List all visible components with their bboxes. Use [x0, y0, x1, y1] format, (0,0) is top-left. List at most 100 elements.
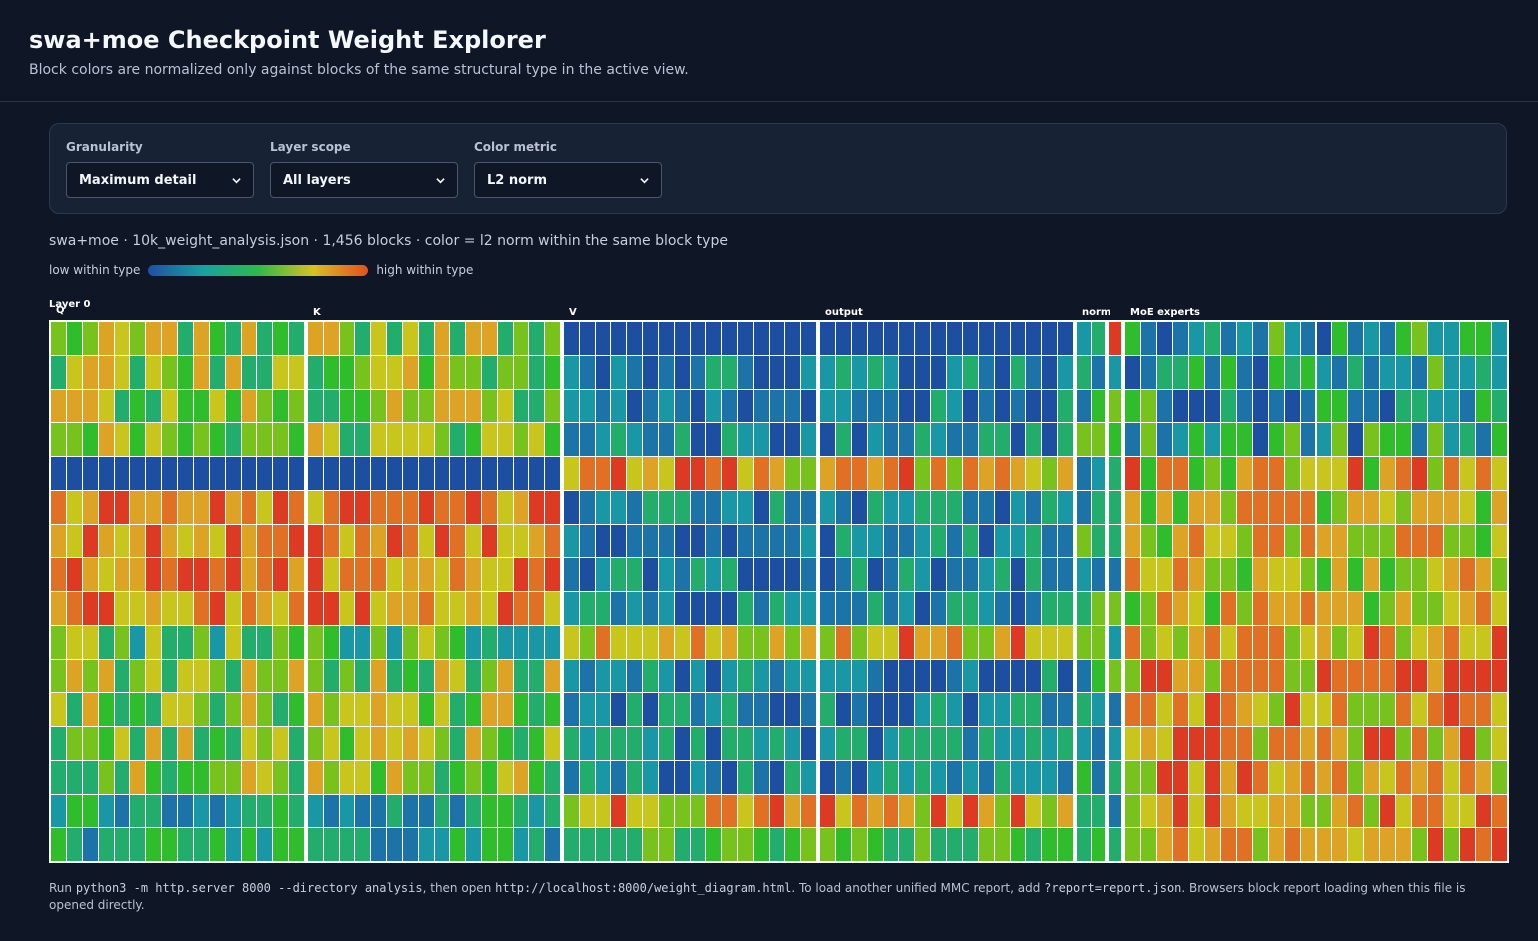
heatmap-block[interactable]: [529, 457, 545, 490]
heatmap-block[interactable]: [1077, 828, 1091, 861]
heatmap-block[interactable]: [146, 355, 162, 389]
heatmap-block[interactable]: [98, 794, 114, 828]
heatmap-block[interactable]: [947, 322, 962, 355]
heatmap-block[interactable]: [387, 659, 402, 693]
heatmap-block[interactable]: [371, 592, 387, 625]
heatmap-block[interactable]: [931, 828, 946, 861]
heatmap-block[interactable]: [1109, 625, 1121, 659]
heatmap-block[interactable]: [130, 558, 146, 591]
heatmap-block[interactable]: [1444, 490, 1460, 524]
heatmap-block[interactable]: [1284, 423, 1300, 456]
heatmap-block[interactable]: [209, 355, 225, 389]
heatmap-block[interactable]: [994, 760, 1010, 794]
heatmap-block[interactable]: [1042, 355, 1058, 389]
heatmap-block[interactable]: [513, 490, 529, 524]
heatmap-block[interactable]: [497, 490, 513, 524]
heatmap-block[interactable]: [1091, 389, 1105, 423]
heatmap-block[interactable]: [883, 760, 899, 794]
heatmap-block[interactable]: [418, 423, 434, 456]
heatmap-block[interactable]: [785, 490, 801, 524]
heatmap-block[interactable]: [1460, 490, 1476, 524]
heatmap-block[interactable]: [690, 828, 706, 861]
heatmap-block[interactable]: [273, 389, 289, 423]
heatmap-block[interactable]: [387, 828, 402, 861]
heatmap-block[interactable]: [1428, 727, 1444, 760]
heatmap-block[interactable]: [481, 794, 497, 828]
heatmap-block[interactable]: [1204, 659, 1220, 693]
heatmap-block[interactable]: [209, 322, 225, 355]
heatmap-block[interactable]: [1412, 794, 1428, 828]
heatmap-block[interactable]: [706, 592, 722, 625]
heatmap-block[interactable]: [308, 389, 323, 423]
heatmap-block[interactable]: [947, 457, 962, 490]
heatmap-block[interactable]: [1492, 322, 1507, 355]
heatmap-block[interactable]: [1476, 625, 1492, 659]
heatmap-block[interactable]: [690, 322, 706, 355]
heatmap-block[interactable]: [450, 355, 466, 389]
heatmap-block[interactable]: [947, 625, 962, 659]
heatmap-block[interactable]: [674, 592, 690, 625]
heatmap-block[interactable]: [1010, 659, 1026, 693]
heatmap-block[interactable]: [1125, 727, 1140, 760]
heatmap-block[interactable]: [1188, 828, 1204, 861]
heatmap-block[interactable]: [450, 322, 466, 355]
heatmap-block[interactable]: [1364, 423, 1380, 456]
heatmap-block[interactable]: [1316, 727, 1332, 760]
heatmap-block[interactable]: [529, 322, 545, 355]
heatmap-block[interactable]: [146, 423, 162, 456]
heatmap-block[interactable]: [915, 322, 931, 355]
heatmap-block[interactable]: [1188, 490, 1204, 524]
heatmap-block[interactable]: [1476, 828, 1492, 861]
heatmap-block[interactable]: [323, 524, 339, 558]
heatmap-block[interactable]: [1316, 355, 1332, 389]
heatmap-block[interactable]: [978, 760, 994, 794]
heatmap-block[interactable]: [947, 558, 962, 591]
heatmap-block[interactable]: [753, 490, 769, 524]
heatmap-block[interactable]: [1252, 524, 1268, 558]
heatmap-block[interactable]: [1332, 592, 1348, 625]
heatmap-block[interactable]: [706, 490, 722, 524]
heatmap-block[interactable]: [1348, 389, 1364, 423]
heatmap-block[interactable]: [355, 760, 371, 794]
heatmap-block[interactable]: [146, 558, 162, 591]
heatmap-block[interactable]: [418, 457, 434, 490]
heatmap-block[interactable]: [51, 490, 66, 524]
heatmap-block[interactable]: [209, 625, 225, 659]
heatmap-block[interactable]: [545, 558, 560, 591]
heatmap-block[interactable]: [1316, 322, 1332, 355]
heatmap-block[interactable]: [769, 355, 785, 389]
heatmap-block[interactable]: [114, 727, 130, 760]
heatmap-block[interactable]: [308, 457, 323, 490]
heatmap-block[interactable]: [1396, 389, 1412, 423]
heatmap-block[interactable]: [1492, 457, 1507, 490]
heatmap-block[interactable]: [1156, 524, 1172, 558]
heatmap-block[interactable]: [1268, 760, 1284, 794]
heatmap-block[interactable]: [402, 625, 418, 659]
heatmap-block[interactable]: [627, 355, 643, 389]
heatmap-block[interactable]: [323, 794, 339, 828]
heatmap-block[interactable]: [545, 760, 560, 794]
heatmap-block[interactable]: [643, 524, 658, 558]
heatmap-block[interactable]: [579, 322, 595, 355]
heatmap-block[interactable]: [434, 625, 450, 659]
heatmap-block[interactable]: [513, 389, 529, 423]
heatmap-block[interactable]: [915, 659, 931, 693]
heatmap-block[interactable]: [1460, 389, 1476, 423]
heatmap-block[interactable]: [883, 592, 899, 625]
heatmap-block[interactable]: [801, 794, 816, 828]
heatmap-block[interactable]: [1412, 389, 1428, 423]
heatmap-block[interactable]: [1236, 355, 1252, 389]
heatmap-block[interactable]: [1204, 794, 1220, 828]
heatmap-block[interactable]: [209, 524, 225, 558]
heatmap-block[interactable]: [545, 794, 560, 828]
heatmap-block[interactable]: [1332, 423, 1348, 456]
heatmap-block[interactable]: [947, 727, 962, 760]
heatmap-block[interactable]: [978, 592, 994, 625]
heatmap-block[interactable]: [1316, 490, 1332, 524]
heatmap-block[interactable]: [706, 389, 722, 423]
heatmap-block[interactable]: [308, 322, 323, 355]
heatmap-block[interactable]: [835, 659, 851, 693]
heatmap-block[interactable]: [82, 558, 98, 591]
heatmap-block[interactable]: [466, 625, 481, 659]
heatmap-block[interactable]: [450, 659, 466, 693]
